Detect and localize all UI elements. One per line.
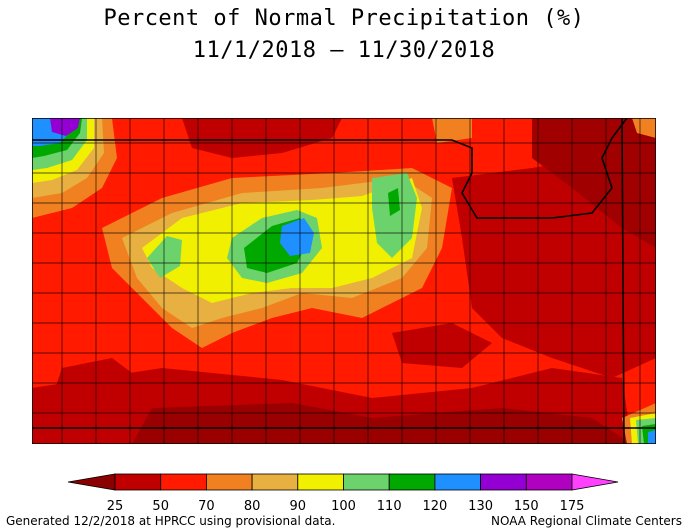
legend-tick-label: 25 — [107, 499, 124, 514]
legend-tick-label: 100 — [331, 499, 356, 514]
legend-tick-label: 90 — [290, 499, 307, 514]
legend-swatch-110_120 — [388, 473, 436, 491]
legend-swatch-80_90 — [251, 473, 299, 491]
legend-tick-label: 150 — [514, 499, 539, 514]
legend-tick-label: 80 — [244, 499, 261, 514]
legend-swatch-70_80 — [205, 473, 253, 491]
state-boundaries — [32, 118, 656, 444]
legend-swatch-120_130 — [434, 473, 481, 491]
date-range: 11/1/2018 – 11/30/2018 — [192, 38, 496, 63]
legend-swatch-150_175 — [525, 473, 573, 491]
credit-note: NOAA Regional Climate Centers — [491, 514, 682, 528]
legend-swatch-100_110 — [343, 473, 390, 491]
legend-tick-label: 70 — [198, 499, 215, 514]
legend-tick-label: 175 — [560, 499, 585, 514]
legend-arrow-high — [571, 473, 619, 491]
legend-tick-label: 130 — [468, 499, 493, 514]
map-title: Percent of Normal Precipitation (%) — [103, 6, 585, 31]
legend-tick-label: 50 — [152, 499, 169, 514]
county-boundaries — [32, 118, 656, 444]
precipitation-map — [32, 118, 656, 444]
legend-swatch-130_150 — [480, 473, 527, 491]
legend-swatch-50_70 — [160, 473, 207, 491]
legend-swatch-25_50 — [114, 473, 162, 491]
legend-swatch-90_100 — [297, 473, 344, 491]
legend-arrow-low — [67, 473, 116, 491]
purple-zones — [50, 118, 80, 136]
legend-tick-label: 110 — [377, 499, 402, 514]
legend-tick-label: 120 — [422, 499, 447, 514]
color-legend: 25 50 70 80 90 100 110 120 130 150 175 — [67, 473, 619, 514]
generated-note: Generated 12/2/2018 at HPRCC using provi… — [6, 514, 336, 528]
